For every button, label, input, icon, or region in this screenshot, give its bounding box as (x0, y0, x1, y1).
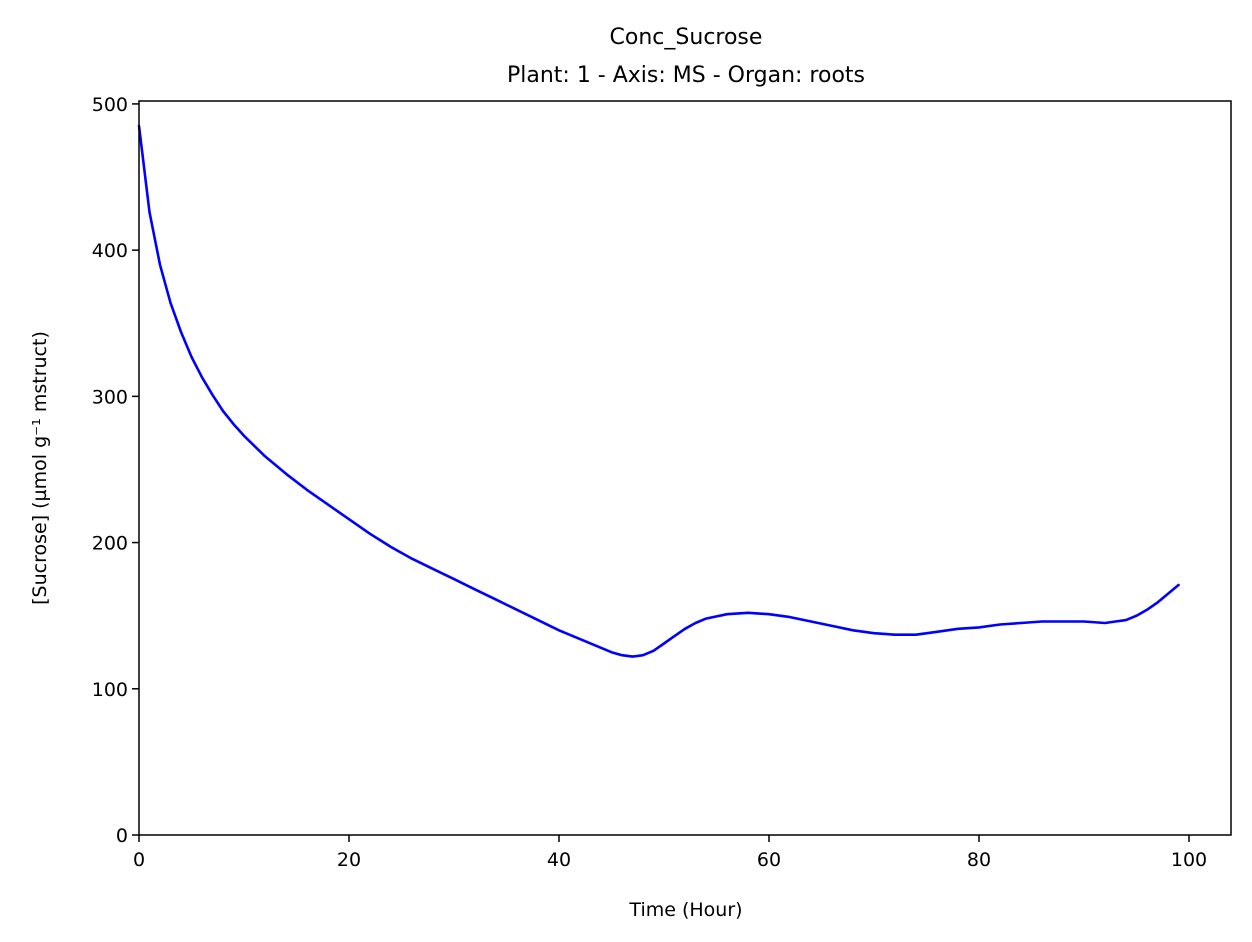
y-tick-label: 300 (92, 386, 128, 408)
x-tick-label: 60 (757, 849, 781, 871)
y-tick-label: 100 (92, 679, 128, 701)
x-tick-label: 0 (133, 849, 145, 871)
y-tick-label: 0 (116, 825, 128, 847)
y-axis-label: [Sucrose] (µmol g⁻¹ mstruct) (29, 331, 51, 605)
x-tick-label: 40 (547, 849, 571, 871)
x-tick-label: 20 (337, 849, 361, 871)
x-axis-label: Time (Hour) (628, 899, 742, 921)
x-tick-label: 100 (1171, 849, 1207, 871)
chart-subtitle: Plant: 1 - Axis: MS - Organ: roots (507, 63, 865, 88)
x-tick-label: 80 (967, 849, 991, 871)
series-line (137, 124, 1180, 658)
y-tick-label: 400 (92, 240, 128, 262)
plot-frame (138, 100, 1232, 836)
chart-title: Conc_Sucrose (610, 25, 763, 50)
y-tick-label: 200 (92, 533, 128, 555)
axis-ticks: 0 20 40 60 80 100 0 100 200 300 400 500 (92, 94, 1207, 871)
y-tick-label: 500 (92, 94, 128, 116)
